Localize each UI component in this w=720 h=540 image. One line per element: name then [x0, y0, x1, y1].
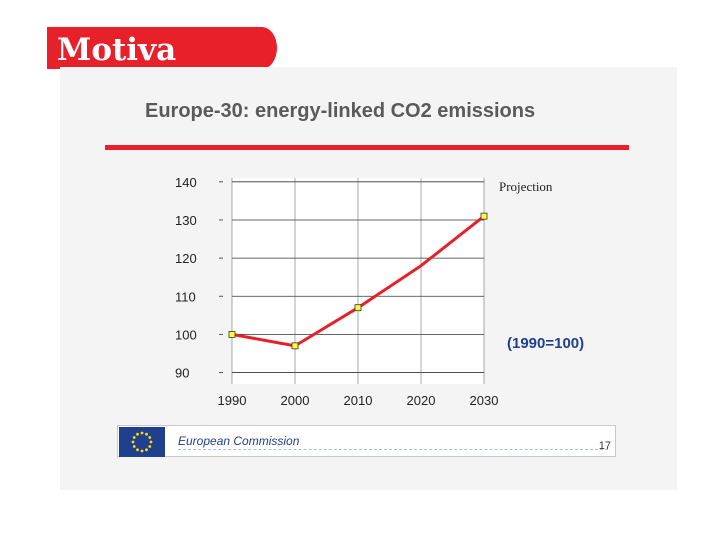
- x-tick-label: 2000: [281, 393, 310, 408]
- y-tick-label: 120: [175, 251, 197, 266]
- y-tick-label: 110: [175, 289, 196, 304]
- eu-star: [148, 445, 152, 448]
- eu-star: [140, 449, 144, 453]
- data-point: [354, 304, 362, 312]
- y-tick-label: 90: [175, 366, 189, 381]
- eu-star: [136, 448, 139, 452]
- eu-star: [149, 440, 153, 444]
- y-tick-label: 100: [175, 327, 197, 342]
- eu-star: [148, 436, 152, 439]
- x-tick-label: 1990: [218, 393, 247, 408]
- x-tick-label: 2020: [407, 393, 436, 408]
- eu-flag-icon: [119, 427, 165, 457]
- footer-bar: European Commission 17: [117, 425, 616, 457]
- svg-text:Motiva: Motiva: [57, 32, 176, 68]
- eu-star: [145, 432, 148, 436]
- x-tick-label: 2030: [470, 393, 499, 408]
- eu-star: [145, 448, 148, 452]
- projection-label: Projection: [499, 179, 553, 194]
- y-tick-label: 140: [175, 175, 197, 190]
- eu-star: [131, 440, 135, 444]
- footer-divider: [178, 449, 608, 450]
- motiva-logo: Motiva: [47, 27, 277, 69]
- data-point: [228, 331, 236, 338]
- data-point: [291, 342, 299, 350]
- eu-star: [132, 436, 136, 439]
- footer-label: European Commission: [178, 434, 300, 448]
- base-year-note: (1990=100): [507, 335, 585, 352]
- y-tick-label: 130: [175, 213, 197, 228]
- data-point: [480, 212, 488, 220]
- eu-star: [132, 445, 136, 448]
- x-tick-label: 2010: [344, 393, 373, 408]
- eu-star: [140, 431, 144, 435]
- page-number: 17: [598, 440, 611, 452]
- title-divider: [105, 145, 629, 150]
- chart-title: Europe-30: energy-linked CO2 emissions: [145, 100, 536, 122]
- eu-star: [136, 432, 139, 436]
